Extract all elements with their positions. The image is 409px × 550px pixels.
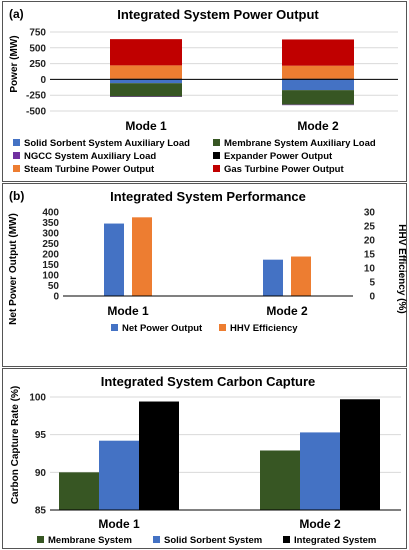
chart-title-b: Integrated System Performance [110,189,306,204]
y-tick-label: -500 [26,107,46,118]
y-axis-label-c: Carbon Capture Rate (%) [10,386,21,504]
y-tick-label: 100 [29,393,46,404]
legend-entry: Solid Sorbent System [164,535,262,546]
legend-entry: Membrane System [48,535,132,546]
bar-segment [110,96,182,97]
y-tick-label: 500 [29,43,46,54]
y-tick-label: 85 [35,506,47,517]
bar-segment [282,79,354,91]
y-tick-label: 100 [42,271,59,282]
legend-swatch [213,139,220,146]
bar-segment [110,83,182,97]
bar [340,399,380,510]
legend-entry: Gas Turbine Power Output [224,164,344,175]
bar-segment [282,65,354,79]
y-tick-label: 50 [48,281,60,292]
y-tick-label: 150 [42,260,59,271]
y-right-tick-label: 20 [364,236,376,247]
x-tick-label: Mode 1 [107,304,149,318]
y-axis-right-label-b: HHV Efficiency (%) [396,224,407,313]
panel-power-output: (a) Integrated System Power Output Power… [2,1,407,182]
legend-entry: Net Power Output [122,323,203,334]
y-tick-label: 90 [35,468,47,479]
bar [260,450,300,510]
carbon-capture-chart: Integrated System Carbon Capture Carbon … [10,374,401,546]
bar-segment [110,79,182,84]
legend-entry: Expander Power Output [224,151,333,162]
y-tick-label: 95 [35,430,47,441]
legend-entry: Solid Sorbent System Auxiliary Load [24,138,190,149]
x-tick-label: Mode 1 [125,119,167,133]
y-tick-label: 350 [42,218,59,229]
bar [132,217,152,296]
legend-swatch [13,139,20,146]
bar [104,223,124,296]
y-right-tick-label: 25 [364,222,376,233]
bar-segment [282,104,354,106]
legend-swatch [213,152,220,159]
legend-entry: HHV Efficiency [230,323,298,334]
panel-label-a: (a) [9,7,24,21]
y-right-tick-label: 5 [369,278,375,289]
legend-entry: Steam Turbine Power Output [24,164,155,175]
power-output-chart: (a) Integrated System Power Output Power… [9,7,398,175]
y-tick-label: 200 [42,250,59,261]
y-tick-label: 250 [29,59,46,70]
x-tick-label: Mode 1 [98,517,140,531]
bar [59,472,99,510]
bar [291,256,311,296]
bar-segment [110,39,182,66]
y-tick-label: 250 [42,239,59,250]
legend-swatch [37,536,44,543]
y-right-tick-label: 10 [364,264,376,275]
y-axis-label-a: Power (MW) [9,35,20,92]
y-tick-label: 750 [29,28,46,39]
y-tick-label: 0 [40,75,46,86]
y-tick-label: -250 [26,91,46,102]
legend-swatch [213,165,220,172]
bar-segment [282,39,354,66]
chart-title-c: Integrated System Carbon Capture [101,374,316,389]
legend-swatch [13,165,20,172]
bar [300,432,340,510]
bar [99,440,139,510]
y-tick-label: 300 [42,229,59,240]
y-right-tick-label: 15 [364,250,376,261]
chart-title-a: Integrated System Power Output [117,7,319,22]
legend-swatch [283,536,290,543]
y-tick-label: 0 [53,292,59,303]
x-tick-label: Mode 2 [299,517,341,531]
bar-segment [110,65,182,79]
legend-swatch [13,152,20,159]
y-axis-label-b: Net Power Output (MW) [8,213,19,325]
legend-swatch [219,324,226,331]
x-tick-label: Mode 2 [297,119,339,133]
legend-entry: NGCC System Auxiliary Load [24,151,156,162]
bar-segment [282,90,354,105]
y-right-tick-label: 0 [369,292,375,303]
y-right-tick-label: 30 [364,208,376,219]
panel-carbon-capture: Integrated System Carbon Capture Carbon … [2,368,407,549]
legend-swatch [153,536,160,543]
panel-label-b: (b) [9,189,24,203]
performance-chart: (b) Integrated System Performance Net Po… [8,189,407,334]
legend-entry: Integrated System [294,535,376,546]
bar [263,259,283,296]
legend-entry: Membrane System Auxiliary Load [224,138,376,149]
bar [139,401,179,510]
y-tick-label: 400 [42,208,59,219]
panel-performance: (b) Integrated System Performance Net Po… [2,183,407,367]
x-tick-label: Mode 2 [266,304,308,318]
legend-swatch [111,324,118,331]
